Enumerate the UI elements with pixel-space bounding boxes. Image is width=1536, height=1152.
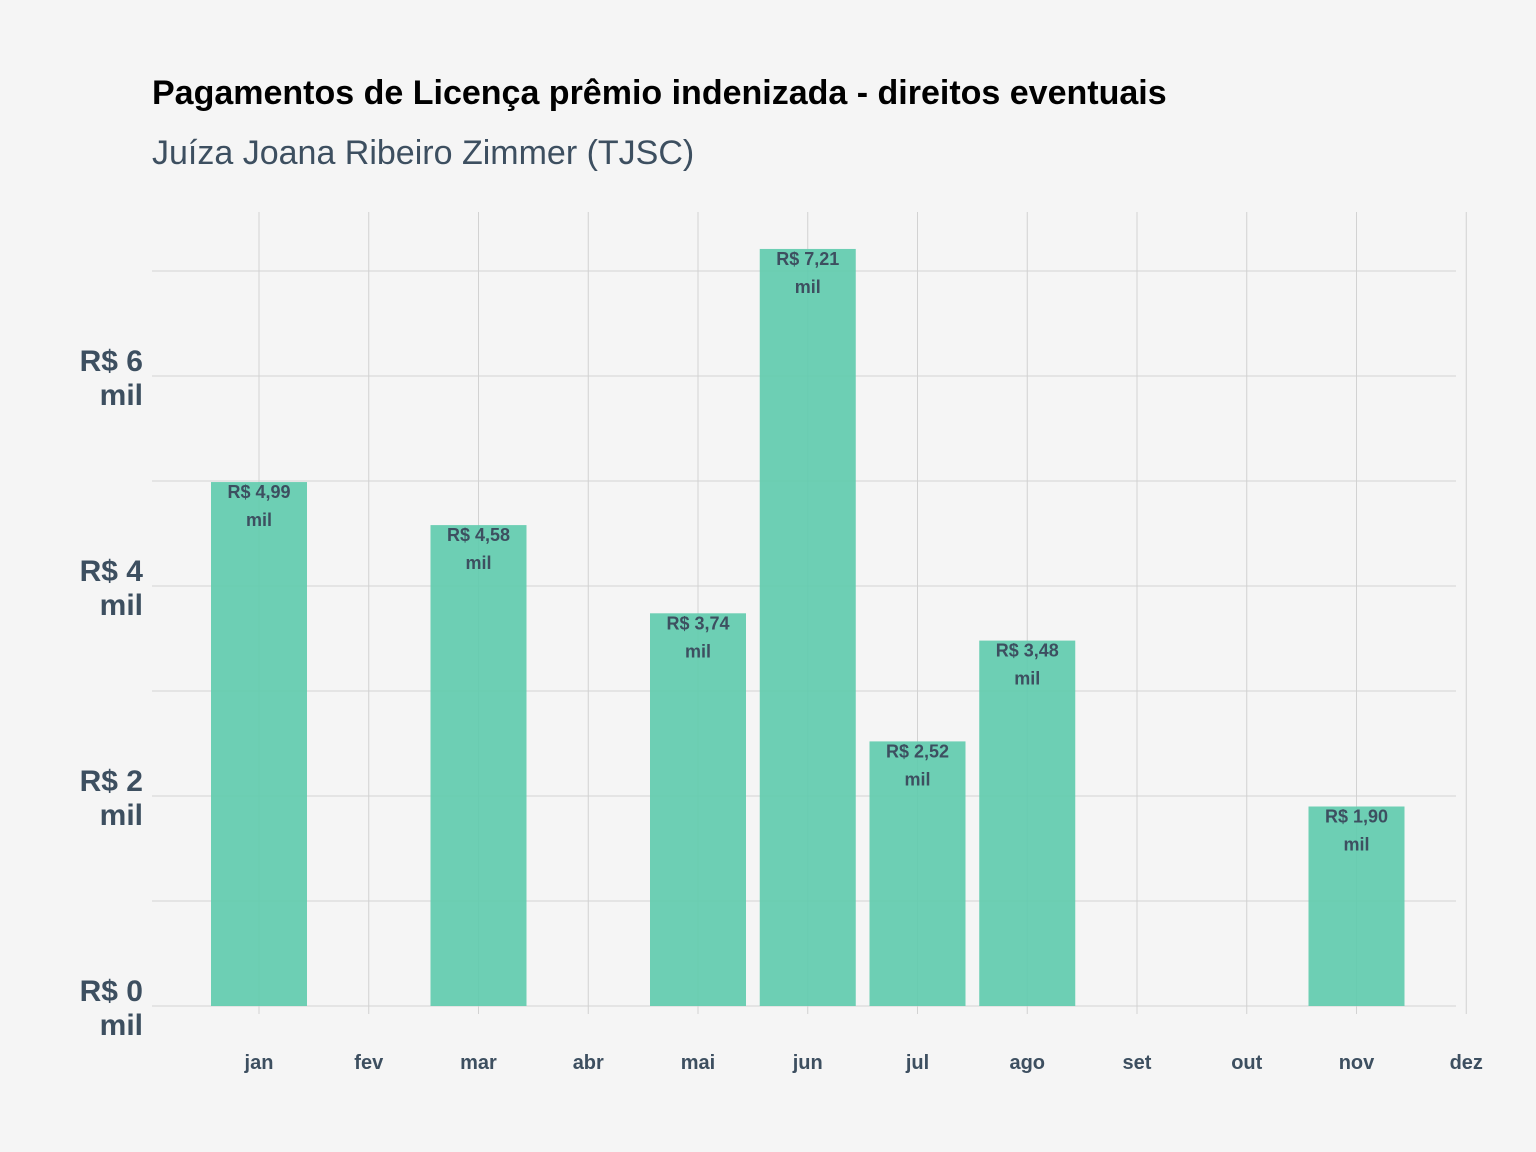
bar-ago [979,640,1076,1006]
bar-mai [650,613,746,1006]
bar-label-jun: R$ 7,21 mil [776,249,839,297]
y-tick-label: R$ 4 mil [80,555,144,622]
y-tick-label: R$ 2 mil [80,765,143,832]
x-tick-label-jul: jul [905,1052,929,1074]
y-tick-label: R$ 6 mil [80,345,143,412]
bar-label-ago: R$ 3,48 mil [996,641,1059,689]
bar-label-jan: R$ 4,99 mil [227,482,290,530]
x-tick-label-fev: fev [354,1052,384,1074]
x-axis: jan fev mar abr mai jun jul ago set out nov dez [244,1052,1483,1074]
bar-label-mar: R$ 4,58 mil [447,525,510,573]
x-tick-label-abr: abr [573,1052,604,1074]
x-tick-label-nov: nov [1339,1052,1375,1074]
x-tick-label-jun: jun [792,1052,823,1074]
bars-group [211,248,1405,1006]
bar-label-mai: R$ 3,74 mil [666,613,729,661]
bar-label-jul: R$ 2,52 mil [886,741,949,789]
bar-jul [869,741,966,1006]
y-tick-label: R$ 0 mil [80,975,143,1042]
chart-subtitle: Juíza Joana Ribeiro Zimmer (TJSC) [152,134,695,172]
bar-jun [759,248,856,1006]
x-tick-label-mar: mar [460,1052,497,1074]
chart-title: Pagamentos de Licença prêmio indenizada … [152,74,1167,112]
x-tick-label-out: out [1231,1052,1262,1074]
bar-label-nov: R$ 1,90 mil [1325,807,1388,855]
x-tick-label-jan: jan [244,1052,274,1074]
bar-labels-group: R$ 4,99 mil R$ 4,58 mil R$ 3,74 mil R$ 7,21 mil… [227,249,1388,855]
x-tick-label-mai: mai [681,1052,715,1074]
x-tick-label-dez: dez [1450,1052,1483,1074]
bar-mar [430,525,527,1006]
y-axis: R$ 0 mil R$ 2 mil R$ 4 mil R$ 6 mil [80,345,144,1042]
x-tick-label-set: set [1123,1052,1152,1074]
bar-jan [211,482,307,1006]
x-tick-label-ago: ago [1009,1052,1045,1074]
bar-nov [1308,806,1405,1006]
